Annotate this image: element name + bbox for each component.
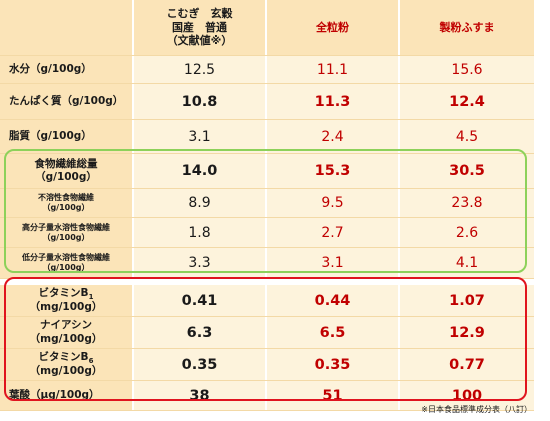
header-whole-flour: 全粒粉	[267, 0, 400, 55]
vitamin-subscript: 1	[88, 292, 94, 301]
header-wheat-line1: こむぎ 玄穀	[166, 6, 233, 20]
value-bran: 12.4	[449, 93, 485, 110]
row-label-line2: （g/100g）	[35, 171, 97, 183]
value-whole-flour: 2.4	[321, 128, 344, 145]
value-grain: 38	[189, 387, 210, 404]
value-whole-flour: 11.1	[316, 61, 349, 78]
vitamin-label: ビタミンB	[38, 350, 89, 363]
value-bran: 23.8	[451, 195, 483, 211]
row-label-line1: 低分子量水溶性食物繊維	[22, 253, 110, 262]
source-footnote: ※日本食品標準成分表（八訂）	[421, 405, 532, 414]
value-bran: 1.07	[449, 292, 485, 309]
value-bran: 100	[451, 387, 483, 404]
header-wheat-line3: （文献値※）	[166, 34, 233, 48]
value-grain: 3.1	[188, 128, 211, 145]
value-grain: 3.3	[188, 255, 211, 271]
nutrition-table: こむぎ 玄穀 国産 普通 （文献値※） 全粒粉 製粉ふすま 水分（g/100g）…	[0, 0, 534, 411]
value-grain: 12.5	[183, 61, 216, 78]
row-label-line2: （g/100g）	[42, 203, 90, 212]
table-row: ナイアシン （mg/100g） 6.3 6.5 12.9	[0, 317, 534, 349]
value-bran: 30.5	[449, 163, 485, 179]
value-bran: 2.6	[455, 224, 479, 241]
header-bran: 製粉ふすま	[400, 0, 534, 55]
row-label-line1: ナイアシン	[39, 319, 93, 332]
row-label-line2: （mg/100g）	[29, 332, 103, 345]
row-label-line1: 食物繊維総量	[34, 157, 98, 170]
value-grain: 14.0	[181, 163, 218, 179]
table-row: 食物繊維総量 （g/100g） 14.0 15.3 30.5	[0, 154, 534, 189]
table-row: ビタミンB6 （mg/100g） 0.35 0.35 0.77	[0, 349, 534, 381]
value-bran: 15.6	[451, 61, 483, 78]
row-label-line1: 不溶性食物繊維	[38, 193, 94, 202]
row-label: 食物繊維総量 （g/100g）	[0, 154, 134, 188]
value-whole-flour: 0.44	[314, 292, 351, 309]
value-grain: 1.8	[188, 224, 211, 241]
row-label: たんぱく質（g/100g）	[0, 84, 134, 119]
table-row: たんぱく質（g/100g） 10.8 11.3 12.4	[0, 84, 534, 120]
row-label-line2: （mg/100g）	[29, 301, 103, 314]
row-label: 脂質（g/100g）	[0, 120, 134, 153]
value-grain: 0.41	[181, 292, 218, 309]
vitamin-subscript: 6	[88, 356, 94, 365]
value-grain: 8.9	[188, 195, 211, 211]
value-grain: 6.3	[186, 324, 213, 341]
value-bran: 0.77	[449, 356, 485, 373]
value-bran: 4.5	[455, 128, 479, 145]
row-label: ビタミンB6 （mg/100g）	[0, 349, 134, 380]
row-label-line2: （g/100g）	[42, 232, 90, 242]
row-label: ナイアシン （mg/100g）	[0, 317, 134, 348]
value-whole-flour: 2.7	[321, 224, 344, 241]
value-whole-flour: 3.1	[321, 255, 344, 271]
vitamin-label: ビタミンB	[38, 286, 89, 299]
value-whole-flour: 9.5	[321, 195, 344, 211]
value-bran: 12.9	[449, 324, 485, 341]
header-row: こむぎ 玄穀 国産 普通 （文献値※） 全粒粉 製粉ふすま	[0, 0, 534, 56]
row-label-line2: （mg/100g）	[29, 365, 103, 378]
value-whole-flour: 11.3	[314, 93, 351, 110]
row-label: ビタミンB1 （mg/100g）	[0, 285, 134, 316]
value-bran: 4.1	[455, 255, 479, 271]
row-label: 高分子量水溶性食物繊維 （g/100g）	[0, 218, 134, 247]
table-row: ビタミンB1 （mg/100g） 0.41 0.44 1.07	[0, 285, 534, 317]
row-label: 水分（g/100g）	[0, 56, 134, 83]
row-label-line1: 高分子量水溶性食物繊維	[22, 222, 110, 232]
row-label-line2: （g/100g）	[42, 263, 90, 272]
value-grain: 0.35	[181, 356, 218, 373]
header-corner	[0, 0, 134, 55]
table-row: 水分（g/100g） 12.5 11.1 15.6	[0, 56, 534, 84]
table-row: 葉酸（μg/100g） 38 51 100	[0, 381, 534, 411]
row-label: 不溶性食物繊維 （g/100g）	[0, 189, 134, 217]
header-wheat-line2: 国産 普通	[172, 20, 227, 34]
header-wheat-grain: こむぎ 玄穀 国産 普通 （文献値※）	[134, 0, 267, 55]
value-grain: 10.8	[181, 93, 218, 110]
row-label: 葉酸（μg/100g）	[0, 381, 134, 410]
value-whole-flour: 15.3	[314, 163, 351, 179]
table-row: 不溶性食物繊維 （g/100g） 8.9 9.5 23.8	[0, 189, 534, 218]
table-row: 高分子量水溶性食物繊維 （g/100g） 1.8 2.7 2.6	[0, 218, 534, 248]
row-label-line1: ビタミンB1	[39, 287, 94, 302]
value-whole-flour: 6.5	[319, 324, 346, 341]
value-whole-flour: 51	[322, 387, 343, 404]
table-row: 脂質（g/100g） 3.1 2.4 4.5	[0, 120, 534, 154]
value-whole-flour: 0.35	[314, 356, 351, 373]
table-row: 低分子量水溶性食物繊維 （g/100g） 3.3 3.1 4.1	[0, 248, 534, 279]
row-label-line1: ビタミンB6	[39, 351, 94, 366]
row-label: 低分子量水溶性食物繊維 （g/100g）	[0, 248, 134, 278]
